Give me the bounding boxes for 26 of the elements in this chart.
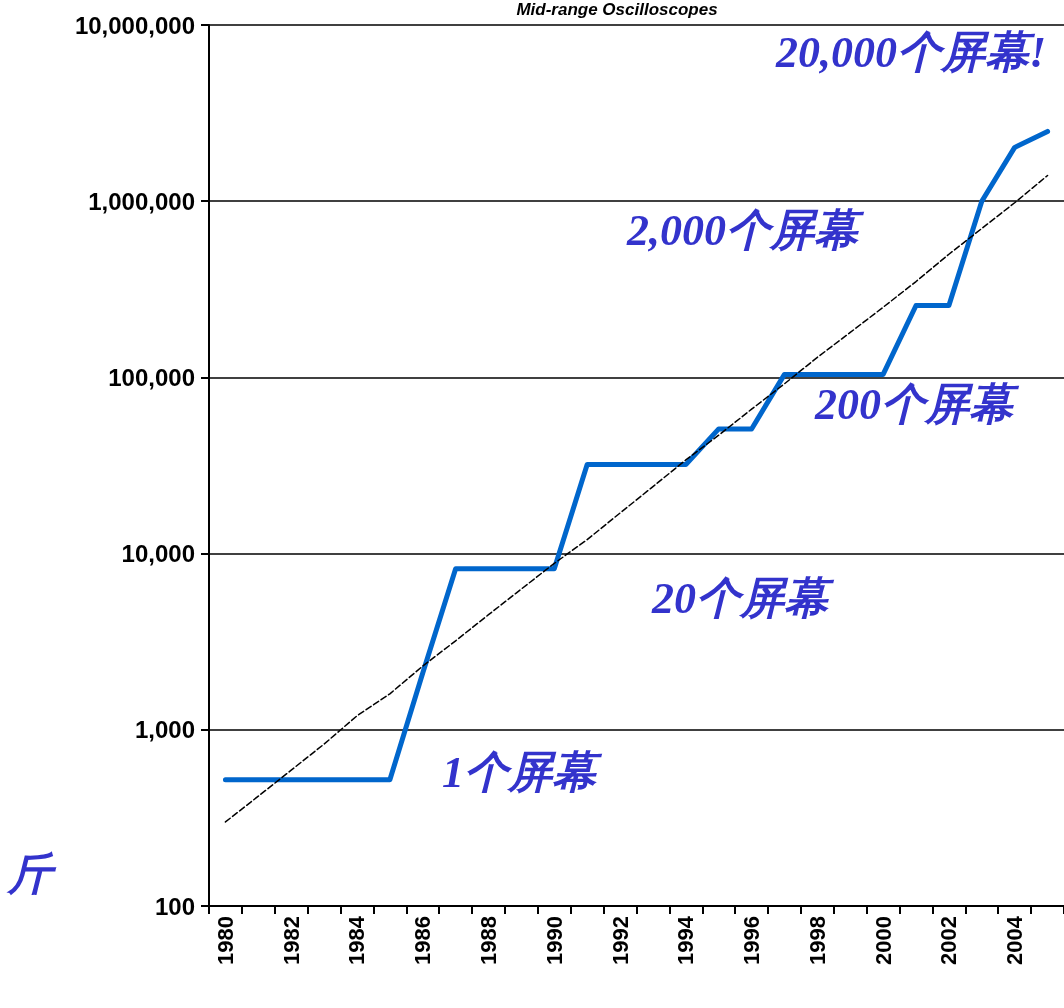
x-tick-label: 2004 (1002, 915, 1028, 965)
x-tick-label: 1982 (278, 916, 304, 965)
y-tick-label: 100,000 (108, 363, 195, 391)
x-tick-label: 1980 (212, 916, 238, 965)
annotation: 20个屏幕 (651, 573, 835, 623)
x-tick-label: 2002 (936, 916, 962, 965)
y-tick-label: 1,000,000 (88, 187, 195, 215)
chart-title: Mid-range Oscilloscopes (516, 0, 718, 19)
x-tick-label: 1994 (673, 915, 699, 965)
y-tick-label: 1,000 (134, 716, 195, 744)
annotation: 1个屏幕 (442, 747, 603, 797)
annotation: 200个屏幕 (814, 379, 1020, 429)
x-tick-label: 1986 (410, 916, 436, 965)
x-tick-label: 1998 (804, 916, 830, 965)
annotation: 20,000个屏幕! (774, 27, 1046, 77)
x-tick-label: 1992 (607, 916, 633, 965)
x-tick-label: 1990 (541, 916, 567, 965)
y-tick-label: 10,000 (121, 540, 195, 568)
x-tick-label: 1984 (344, 915, 370, 965)
annotation: 2,000个屏幕 (626, 205, 865, 255)
y-tick-label: 100 (154, 892, 195, 920)
text: 斤 (6, 849, 57, 899)
x-tick-label: 2000 (870, 916, 896, 965)
x-tick-label: 1988 (476, 916, 502, 965)
x-tick-label: 1996 (739, 916, 765, 965)
y-tick-label: 10,000,000 (74, 11, 195, 39)
